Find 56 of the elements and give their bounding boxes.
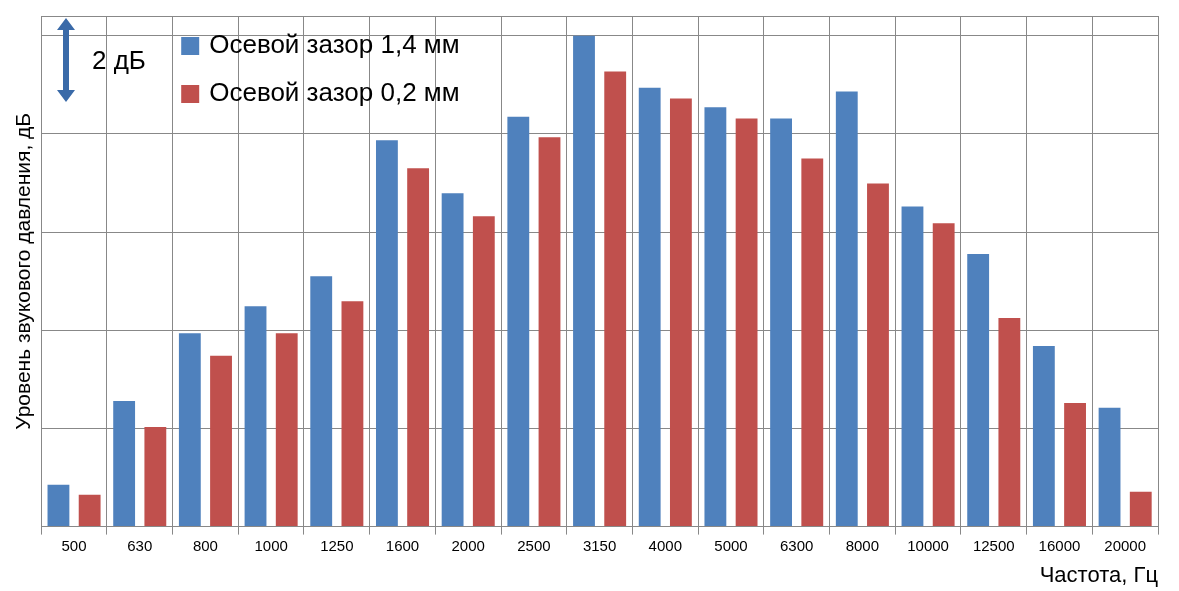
x-tick-label: 2500 [517,536,551,554]
x-tick-label: 800 [192,536,218,554]
bar [47,484,70,527]
x-tick-label: 1600 [385,536,420,554]
x-tick-label: 3150 [582,536,617,554]
legend-label: Осевой зазор 1,4 мм [209,29,460,60]
bar [704,107,727,527]
x-tick-label: 1000 [254,536,288,554]
bar [867,183,889,527]
bar [178,333,201,527]
x-tick-label: 6300 [779,536,814,554]
bar [998,317,1021,527]
bar [310,276,333,527]
x-tick-label: 5000 [714,536,748,554]
x-tick-label: 2000 [451,536,485,554]
bar [967,254,990,527]
bar [144,426,167,527]
x-tick-label: 10000 [907,536,949,554]
bar [210,355,232,527]
bar [801,158,824,527]
annotation: 2 дБ [92,44,146,76]
bar [507,116,530,527]
legend-label: Осевой зазор 0,2 мм [209,77,460,108]
bar [244,306,267,527]
x-tick-label: 12500 [972,536,1015,554]
bar [275,333,298,527]
bar [770,118,792,527]
bar [1064,402,1086,527]
bar [472,216,495,527]
bar [669,98,692,527]
x-tick-label: 8000 [845,536,880,554]
x-tick-label: 500 [61,536,87,554]
bar [341,301,364,527]
bar [113,400,136,527]
bar [1129,491,1152,527]
x-tick-label: 16000 [1038,536,1081,554]
x-tick-label: 630 [127,536,153,554]
bar [735,118,758,527]
bar [835,91,858,527]
bar [538,137,561,527]
x-axis-title: Частота, Гц [1039,561,1159,587]
bar [407,168,430,527]
bar [901,206,924,527]
x-tick-label: 20000 [1104,536,1147,554]
bar [1032,345,1055,527]
bar [1098,407,1121,527]
y-axis-title: Уровень звукового давления, дБ [11,112,35,430]
x-tick-label: 4000 [648,536,682,554]
bar [604,71,627,527]
bar [638,87,661,527]
bar [932,223,955,527]
bar [573,35,595,527]
x-tick-label: 1250 [320,536,354,554]
bar [375,140,398,527]
bar [441,193,464,527]
bar [78,494,101,527]
